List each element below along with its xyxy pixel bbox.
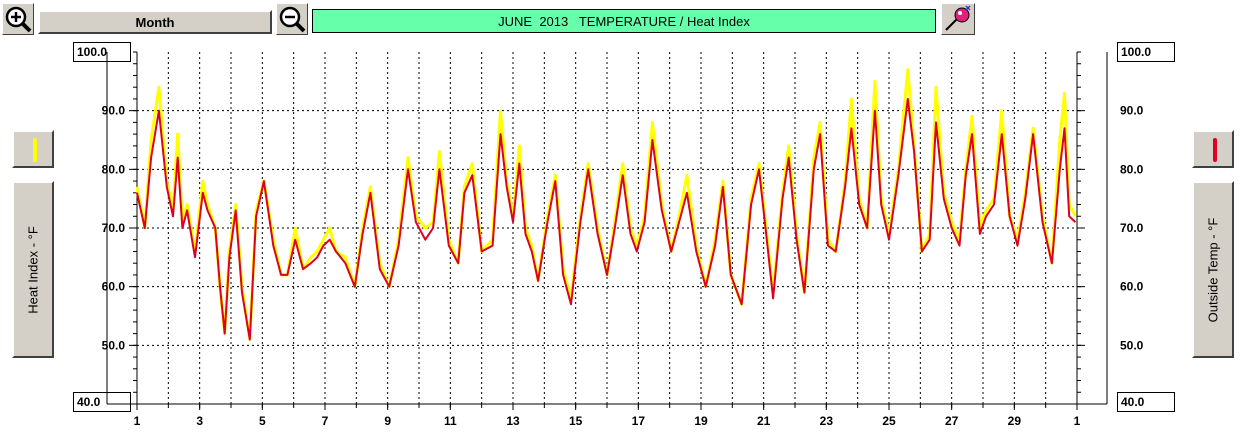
y-tick-label-left: 60.0: [102, 280, 126, 294]
left-axis-label-button[interactable]: Heat Index - °F: [12, 181, 54, 358]
x-tick-label: 1: [134, 414, 141, 428]
x-tick-label: 27: [945, 414, 959, 428]
chart-axes: [106, 51, 1108, 410]
x-tick-label: 17: [632, 414, 646, 428]
y-tick-label-right: 60.0: [1120, 280, 1144, 294]
x-tick-label: 1: [1074, 414, 1081, 428]
x-tick-label: 23: [820, 414, 834, 428]
right-axis-label: Outside Temp - °F: [1205, 217, 1221, 322]
x-tick-label: 7: [322, 414, 329, 428]
x-tick-label: 15: [569, 414, 583, 428]
x-tick-label: 29: [1008, 414, 1022, 428]
x-tick-label: 5: [259, 414, 266, 428]
y-tick-label-right: 50.0: [1120, 338, 1144, 352]
heat-index-line: [135, 68, 1077, 341]
left-axis-max-value[interactable]: 100.0: [73, 42, 131, 62]
heat-index-swatch: [33, 138, 37, 162]
period-label: Month: [135, 14, 175, 30]
left-series-color-button[interactable]: [12, 130, 54, 168]
y-tick-label-left: 70.0: [102, 221, 126, 235]
x-tick-label: 19: [694, 414, 708, 428]
y-tick-label-left: 80.0: [102, 162, 126, 176]
right-axis-max-value[interactable]: 100.0: [1117, 42, 1175, 62]
x-tick-label: 21: [757, 414, 771, 428]
period-select-button[interactable]: Month: [38, 10, 272, 34]
y-tick-label-left: 90.0: [102, 104, 126, 118]
right-series-color-button[interactable]: [1192, 130, 1234, 168]
y-tick-label-right: 70.0: [1120, 221, 1144, 235]
left-axis-max-text: 100.0: [77, 45, 108, 59]
x-tick-label: 13: [506, 414, 520, 428]
chart-tick-labels: 1 3 5 7 9 11 13 15 17 19 21 23 25 27 29 150.0 50.060.0 60…: [102, 104, 1144, 428]
right-axis-max-text: 100.0: [1121, 45, 1152, 59]
x-tick-label: 9: [384, 414, 391, 428]
right-axis-min-value[interactable]: 40.0: [1117, 392, 1175, 412]
zoom-out-button[interactable]: [276, 3, 308, 35]
right-axis-label-button[interactable]: Outside Temp - °F: [1192, 181, 1234, 358]
zoom-in-button[interactable]: [2, 3, 34, 35]
options-button[interactable]: [941, 3, 975, 35]
y-tick-label-left: 50.0: [102, 338, 126, 352]
outside-temp-line: [136, 97, 1077, 341]
zoom-in-icon: [5, 6, 32, 33]
chart-title-text: JUNE 2013 TEMPERATURE / Heat Index: [498, 13, 750, 29]
outside-temp-swatch: [1213, 138, 1217, 162]
chart-title: JUNE 2013 TEMPERATURE / Heat Index: [312, 9, 936, 33]
zoom-out-icon: [279, 6, 306, 33]
right-axis-min-text: 40.0: [1121, 395, 1145, 409]
left-axis-min-text: 40.0: [77, 395, 101, 409]
left-axis-label: Heat Index - °F: [25, 225, 41, 314]
x-tick-label: 11: [444, 414, 457, 428]
y-tick-label-right: 80.0: [1120, 162, 1144, 176]
x-tick-label: 3: [196, 414, 203, 428]
color-wand-icon: [945, 5, 971, 31]
chart-grid: [137, 52, 1077, 404]
left-axis-min-value[interactable]: 40.0: [73, 392, 131, 412]
x-tick-label: 25: [882, 414, 896, 428]
chart-series: [135, 68, 1077, 341]
y-tick-label-right: 90.0: [1120, 104, 1144, 118]
